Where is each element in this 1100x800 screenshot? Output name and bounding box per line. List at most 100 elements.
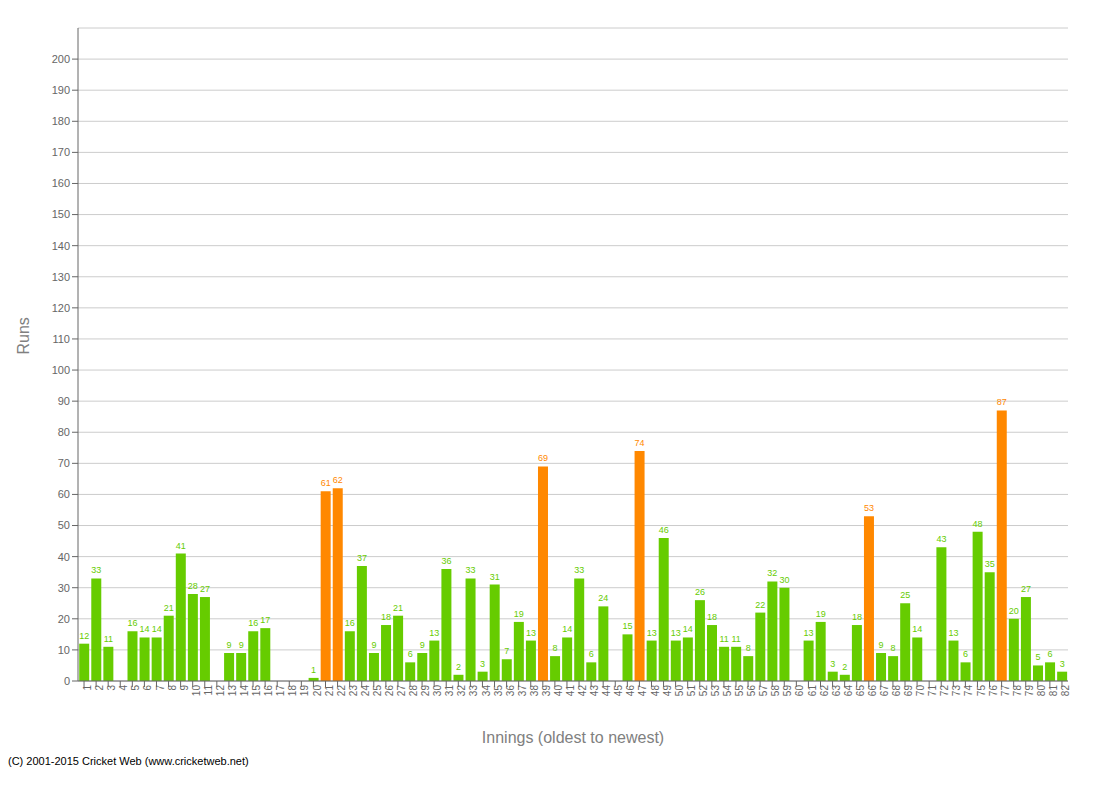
svg-text:Innings (oldest to newest): Innings (oldest to newest) <box>482 729 664 746</box>
svg-text:63: 63 <box>831 685 842 697</box>
svg-text:14: 14 <box>140 624 150 634</box>
svg-text:19: 19 <box>299 685 310 697</box>
svg-text:25: 25 <box>372 685 383 697</box>
svg-text:33: 33 <box>574 565 584 575</box>
svg-text:11: 11 <box>719 634 728 644</box>
svg-text:18: 18 <box>852 612 862 622</box>
svg-text:200: 200 <box>52 53 70 65</box>
svg-text:28: 28 <box>188 581 198 591</box>
svg-text:43: 43 <box>589 685 600 697</box>
svg-text:46: 46 <box>625 685 636 697</box>
svg-text:26: 26 <box>695 587 705 597</box>
svg-text:40: 40 <box>553 685 564 697</box>
svg-text:18: 18 <box>381 612 391 622</box>
svg-text:14: 14 <box>152 624 162 634</box>
svg-text:6: 6 <box>963 649 968 659</box>
svg-text:180: 180 <box>52 115 70 127</box>
svg-text:8: 8 <box>167 685 178 691</box>
svg-text:45: 45 <box>613 685 624 697</box>
svg-text:20: 20 <box>1009 606 1019 616</box>
svg-text:17: 17 <box>275 685 286 697</box>
svg-text:74: 74 <box>963 685 974 697</box>
svg-text:48: 48 <box>650 685 661 697</box>
svg-text:55: 55 <box>734 685 745 697</box>
svg-text:140: 140 <box>52 240 70 252</box>
svg-text:23: 23 <box>348 685 359 697</box>
svg-text:69: 69 <box>538 453 548 463</box>
svg-text:16: 16 <box>127 618 137 628</box>
svg-text:13: 13 <box>804 628 814 638</box>
svg-text:16: 16 <box>345 618 355 628</box>
svg-text:20: 20 <box>58 613 70 625</box>
svg-text:65: 65 <box>855 685 866 697</box>
svg-text:9: 9 <box>371 640 376 650</box>
svg-text:35: 35 <box>985 559 995 569</box>
svg-text:41: 41 <box>176 541 186 551</box>
svg-text:67: 67 <box>879 685 890 697</box>
svg-text:70: 70 <box>58 457 70 469</box>
svg-text:20: 20 <box>312 685 323 697</box>
svg-text:11: 11 <box>731 634 740 644</box>
svg-text:13: 13 <box>948 628 958 638</box>
svg-text:8: 8 <box>553 643 558 653</box>
svg-text:90: 90 <box>58 395 70 407</box>
svg-text:71: 71 <box>927 685 938 697</box>
svg-text:30: 30 <box>779 575 789 585</box>
svg-text:6: 6 <box>408 649 413 659</box>
svg-text:170: 170 <box>52 146 70 158</box>
svg-text:13: 13 <box>526 628 536 638</box>
svg-text:74: 74 <box>635 438 645 448</box>
svg-text:27: 27 <box>1021 584 1031 594</box>
svg-text:60: 60 <box>58 488 70 500</box>
svg-text:13: 13 <box>227 685 238 697</box>
svg-text:75: 75 <box>976 685 987 697</box>
svg-text:51: 51 <box>686 685 697 697</box>
svg-text:5: 5 <box>1035 652 1040 662</box>
svg-text:12: 12 <box>215 685 226 697</box>
svg-text:76: 76 <box>988 685 999 697</box>
svg-text:52: 52 <box>698 685 709 697</box>
svg-text:29: 29 <box>420 685 431 697</box>
svg-text:6: 6 <box>589 649 594 659</box>
svg-text:13: 13 <box>429 628 439 638</box>
svg-text:43: 43 <box>936 534 946 544</box>
svg-text:30: 30 <box>432 685 443 697</box>
svg-text:Runs: Runs <box>15 317 32 354</box>
svg-text:36: 36 <box>441 556 451 566</box>
svg-text:60: 60 <box>794 685 805 697</box>
svg-text:4: 4 <box>118 685 129 691</box>
svg-text:56: 56 <box>746 685 757 697</box>
svg-text:62: 62 <box>333 475 343 485</box>
svg-text:54: 54 <box>722 685 733 697</box>
svg-text:15: 15 <box>251 685 262 697</box>
svg-text:12: 12 <box>79 631 89 641</box>
svg-text:160: 160 <box>52 177 70 189</box>
svg-text:19: 19 <box>816 609 826 619</box>
svg-text:9: 9 <box>227 640 232 650</box>
svg-text:13: 13 <box>671 628 681 638</box>
svg-text:10: 10 <box>58 644 70 656</box>
svg-text:9: 9 <box>420 640 425 650</box>
svg-text:42: 42 <box>577 685 588 697</box>
svg-text:34: 34 <box>481 685 492 697</box>
svg-text:72: 72 <box>939 685 950 697</box>
svg-text:8: 8 <box>746 643 751 653</box>
svg-text:53: 53 <box>864 503 874 513</box>
svg-text:69: 69 <box>903 685 914 697</box>
svg-text:33: 33 <box>468 685 479 697</box>
svg-text:27: 27 <box>396 685 407 697</box>
svg-text:22: 22 <box>755 600 765 610</box>
svg-text:2: 2 <box>94 685 105 691</box>
svg-text:19: 19 <box>514 609 524 619</box>
svg-text:3: 3 <box>480 659 485 669</box>
svg-text:18: 18 <box>287 685 298 697</box>
svg-text:59: 59 <box>782 685 793 697</box>
svg-text:44: 44 <box>601 685 612 697</box>
svg-text:6: 6 <box>143 685 154 691</box>
svg-text:14: 14 <box>562 624 572 634</box>
svg-text:14: 14 <box>912 624 922 634</box>
svg-text:11: 11 <box>203 685 214 696</box>
svg-text:39: 39 <box>541 685 552 697</box>
svg-text:87: 87 <box>997 397 1007 407</box>
svg-text:66: 66 <box>867 685 878 697</box>
